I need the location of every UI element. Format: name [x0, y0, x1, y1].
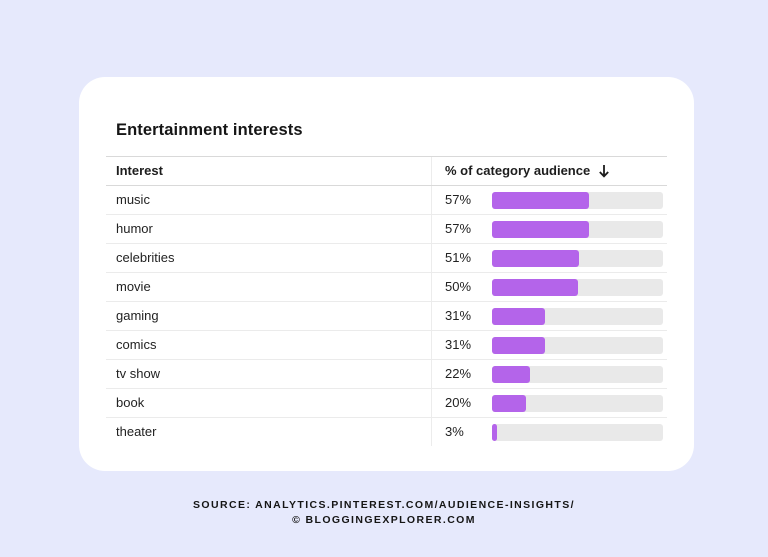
bar-track: [492, 279, 663, 296]
bar-fill: [492, 221, 590, 238]
percent-value: 57%: [445, 192, 472, 207]
interests-card: Entertainment interests Interest % of ca…: [79, 77, 694, 471]
percent-value: 3%: [445, 424, 464, 439]
column-divider: [431, 360, 432, 388]
bar-fill: [492, 250, 580, 267]
table-row: tv show 22%: [106, 360, 667, 389]
interest-label: movie: [116, 279, 151, 294]
column-divider: [431, 389, 432, 417]
interest-label: humor: [116, 221, 153, 236]
interest-label: book: [116, 395, 145, 410]
percent-value: 51%: [445, 250, 472, 265]
bar-fill: [492, 366, 530, 383]
table-row: humor 57%: [106, 215, 667, 244]
percent-value: 31%: [445, 308, 472, 323]
interest-label: celebrities: [116, 250, 175, 265]
source-credit: SOURCE: ANALYTICS.PINTEREST.COM/AUDIENCE…: [0, 498, 768, 528]
percent-value: 57%: [445, 221, 472, 236]
column-divider: [431, 418, 432, 446]
table-row: celebrities 51%: [106, 244, 667, 273]
interest-column-header[interactable]: Interest: [116, 163, 163, 178]
bar-track: [492, 424, 663, 441]
column-divider: [431, 302, 432, 330]
interest-label: gaming: [116, 308, 159, 323]
interest-label: tv show: [116, 366, 161, 381]
bar-fill: [492, 279, 578, 296]
bar-fill: [492, 192, 590, 209]
bar-track: [492, 250, 663, 267]
percent-value: 20%: [445, 395, 472, 410]
source-line: SOURCE: ANALYTICS.PINTEREST.COM/AUDIENCE…: [193, 499, 575, 511]
bar-track: [492, 221, 663, 238]
table-header: Interest % of category audience: [106, 156, 667, 186]
bar-track: [492, 395, 663, 412]
audience-column-header[interactable]: % of category audience: [445, 163, 591, 178]
bar-track: [492, 337, 663, 354]
column-divider: [431, 244, 432, 272]
interest-label: comics: [116, 337, 157, 352]
column-divider: [431, 273, 432, 301]
table-row: book 20%: [106, 389, 667, 418]
percent-value: 31%: [445, 337, 472, 352]
table-row: music 57%: [106, 186, 667, 215]
column-divider: [431, 157, 432, 185]
table-row: comics 31%: [106, 331, 667, 360]
column-divider: [431, 215, 432, 243]
interest-label: music: [116, 192, 150, 207]
column-divider: [431, 331, 432, 359]
bar-track: [492, 308, 663, 325]
copyright-line: © BLOGGINGEXPLORER.COM: [292, 514, 476, 526]
bar-fill: [492, 308, 545, 325]
table-row: theater 3%: [106, 418, 667, 446]
bar-fill: [492, 337, 545, 354]
bar-track: [492, 192, 663, 209]
interest-label: theater: [116, 424, 157, 439]
bar-fill: [492, 424, 498, 441]
interests-table: Interest % of category audience music 57…: [106, 156, 667, 446]
card-title: Entertainment interests: [116, 121, 303, 139]
bar-track: [492, 366, 663, 383]
bar-fill: [492, 395, 527, 412]
column-divider: [431, 186, 432, 214]
table-row: movie 50%: [106, 273, 667, 302]
percent-value: 22%: [445, 366, 472, 381]
table-row: gaming 31%: [106, 302, 667, 331]
arrow-down-icon[interactable]: [598, 164, 610, 178]
percent-value: 50%: [445, 279, 472, 294]
